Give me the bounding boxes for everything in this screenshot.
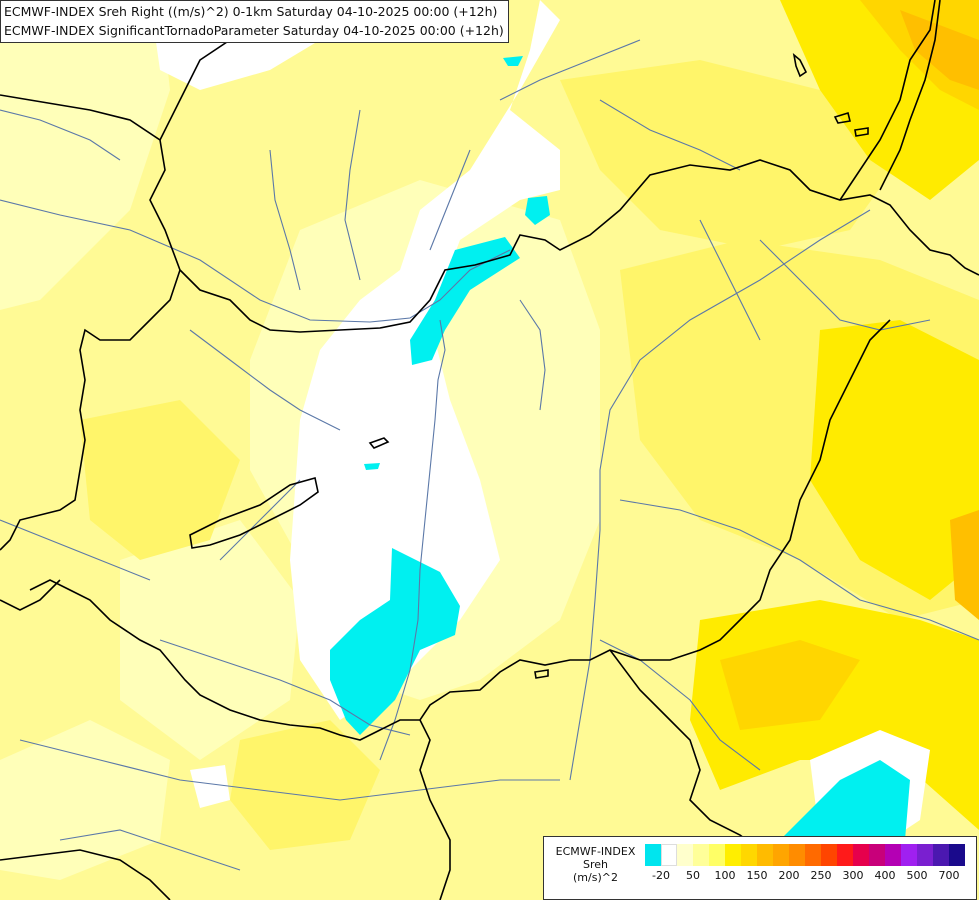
color-legend: ECMWF-INDEX Sreh (m/s)^2 -20 50 100 150 200 2… <box>543 836 977 900</box>
field-orange-northeast <box>900 10 979 90</box>
field-mid-north <box>560 60 900 250</box>
river-tisza <box>569 209 871 781</box>
legend-swatch <box>645 844 661 866</box>
field-mid-southwest <box>80 400 240 560</box>
border-bosnia <box>0 849 171 900</box>
legend-swatch <box>901 844 917 866</box>
field-pale-west <box>0 0 170 310</box>
field-cyan-small-2 <box>364 463 380 470</box>
legend-swatch <box>805 844 821 866</box>
legend-swatch <box>661 844 677 866</box>
river-east-3 <box>619 499 979 641</box>
river-east-1 <box>699 219 761 341</box>
legend-tick-label: 300 <box>842 869 864 882</box>
legend-swatch <box>773 844 789 866</box>
river-danube-upper <box>0 199 511 323</box>
river-east-2 <box>759 239 931 331</box>
legend-swatch <box>757 844 773 866</box>
legend-units: (m/s)^2 <box>573 871 618 884</box>
legend-swatch <box>725 844 741 866</box>
legend-swatch <box>837 844 853 866</box>
legend-tick-label: 200 <box>778 869 800 882</box>
river-west-1 <box>0 109 121 161</box>
legend-swatch <box>789 844 805 866</box>
lake-small-2 <box>833 111 851 124</box>
river-mid-1 <box>519 299 546 411</box>
legend-title-param: Sreh <box>582 858 608 871</box>
lake-balaton <box>189 477 319 549</box>
river-danube-bend <box>379 319 446 761</box>
lake-small-3 <box>854 127 869 137</box>
field-white-southwest-patch <box>190 765 230 808</box>
river-se-1 <box>599 639 761 771</box>
field-yellow-east <box>810 320 979 600</box>
lake-small-5 <box>534 669 549 679</box>
legend-swatch <box>693 844 709 866</box>
legend-tick-label: 700 <box>938 869 960 882</box>
river-drava <box>159 639 411 736</box>
legend-swatch <box>885 844 901 866</box>
legend-title: ECMWF-INDEX Sreh (m/s)^2 <box>548 845 643 884</box>
river-morava <box>269 149 301 291</box>
legend-title-model: ECMWF-INDEX <box>555 845 636 858</box>
rivers <box>0 39 979 871</box>
river-north-2 <box>599 99 741 171</box>
legend-tick-label: 100 <box>714 869 736 882</box>
legend-swatch <box>677 844 693 866</box>
river-sw-1 <box>0 519 151 581</box>
river-north-1 <box>499 39 641 101</box>
field-gold-northeast <box>860 0 979 110</box>
map-title-box: ECMWF-INDEX Sreh Right ((m/s)^2) 0-1km S… <box>0 0 509 43</box>
legend-swatch <box>853 844 869 866</box>
legend-swatch <box>933 844 949 866</box>
field-pale-south <box>120 520 300 760</box>
border-romania-hungary <box>29 319 891 741</box>
legend-swatch <box>821 844 837 866</box>
map-title-line-2: ECMWF-INDEX SignificantTornadoParameter … <box>4 23 504 38</box>
field-cyan-south <box>330 548 460 735</box>
field-pale-southwest <box>0 720 170 880</box>
border-austria-czech <box>0 94 979 333</box>
border-moldova <box>879 0 941 191</box>
legend-tick-label: 250 <box>810 869 832 882</box>
river-sava <box>19 739 560 801</box>
map-title-line-1: ECMWF-INDEX Sreh Right ((m/s)^2) 0-1km S… <box>4 4 498 19</box>
field-cyan-small-1 <box>503 56 523 66</box>
lake-small-1 <box>368 437 390 449</box>
river-vah <box>344 109 361 281</box>
legend-swatch <box>869 844 885 866</box>
legend-swatch <box>741 844 757 866</box>
river-hron <box>429 149 471 251</box>
legend-tick-label: -20 <box>652 869 670 882</box>
border-ukraine-poland <box>839 0 936 201</box>
legend-color-scale <box>645 844 967 866</box>
border-austria-hungary-west <box>0 269 181 551</box>
border-romania-serbia <box>609 649 761 851</box>
river-mid-2 <box>219 479 301 561</box>
field-cyan-north <box>410 237 520 365</box>
legend-swatch <box>709 844 725 866</box>
legend-swatch <box>949 844 965 866</box>
field-mid-southcentral <box>230 720 380 850</box>
border-serbia <box>419 719 451 900</box>
legend-swatch <box>917 844 933 866</box>
legend-tick-label: 400 <box>874 869 896 882</box>
legend-tick-label: 500 <box>906 869 928 882</box>
river-sw-2 <box>59 829 241 871</box>
field-gold-southeast <box>720 640 860 730</box>
border-croatia-slovenia <box>0 579 61 611</box>
legend-tick-label: 50 <box>686 869 700 882</box>
river-raba <box>189 329 341 431</box>
legend-tick-label: 150 <box>746 869 768 882</box>
field-orange-east-edge <box>950 510 979 620</box>
lake-small-4 <box>792 52 808 78</box>
field-cyan-north-blob <box>525 196 550 225</box>
